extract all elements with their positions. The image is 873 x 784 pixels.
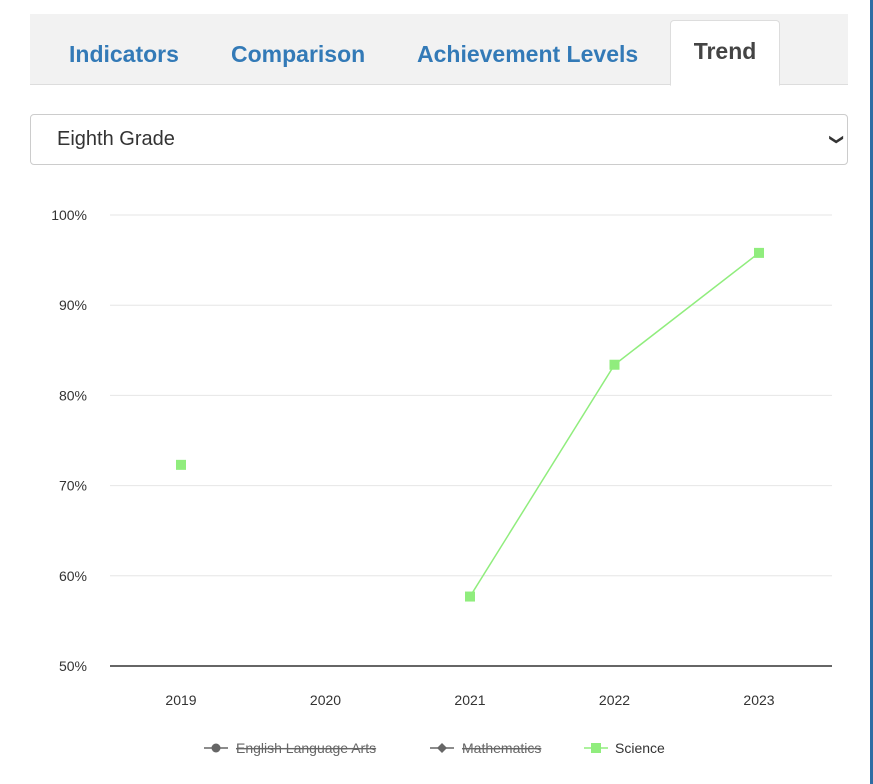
y-tick-label: 80% — [59, 387, 87, 403]
tab-bar: Indicators Comparison Achievement Levels… — [30, 14, 848, 86]
x-tick-label: 2022 — [599, 692, 630, 708]
legend-item-english-language-arts[interactable]: English Language Arts — [204, 740, 376, 756]
tab-trend[interactable]: Trend — [670, 20, 780, 86]
series-line-segment — [469, 364, 616, 597]
x-tick-label: 2020 — [310, 692, 341, 708]
legend-label: English Language Arts — [236, 740, 376, 756]
x-tick-label: 2019 — [165, 692, 196, 708]
data-point-marker — [609, 359, 620, 370]
legend-label: Mathematics — [462, 740, 541, 756]
tab-achievement-levels[interactable]: Achievement Levels — [417, 41, 639, 67]
grade-select[interactable]: Eighth Grade ❯ — [30, 114, 848, 165]
y-tick-label: 50% — [59, 658, 87, 674]
legend-circle-marker — [211, 743, 221, 753]
x-tick-label: 2023 — [743, 692, 774, 708]
grade-select-value: Eighth Grade — [57, 128, 175, 150]
legend-label: Science — [615, 740, 665, 756]
legend-item-mathematics[interactable]: Mathematics — [430, 740, 541, 756]
tab-comparison[interactable]: Comparison — [231, 41, 366, 67]
series-line-segment — [614, 252, 760, 366]
legend-square-marker — [591, 743, 601, 753]
y-tick-label: 70% — [59, 478, 87, 494]
data-point-marker — [754, 247, 764, 258]
y-tick-label: 90% — [59, 297, 87, 313]
page-right-border — [870, 0, 873, 784]
y-tick-label: 100% — [51, 207, 87, 223]
data-point-marker — [465, 591, 475, 602]
legend-diamond-marker — [437, 743, 447, 753]
tab-indicators[interactable]: Indicators — [69, 41, 179, 67]
legend-item-science[interactable]: Science — [584, 740, 665, 756]
data-point-marker — [176, 459, 186, 470]
y-tick-label: 60% — [59, 568, 87, 584]
x-tick-label: 2021 — [454, 692, 485, 708]
